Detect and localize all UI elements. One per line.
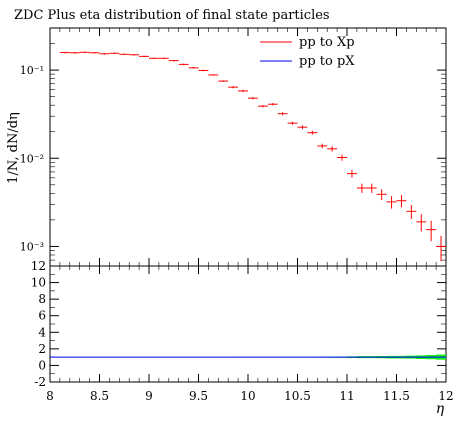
- x-tick-label: 9.5: [189, 389, 208, 403]
- data-point: [79, 51, 90, 54]
- data-points: [59, 51, 446, 262]
- data-point: [347, 169, 357, 178]
- data-point: [218, 80, 229, 82]
- x-axis: 8 8.5 9 9.5 10 10.5 11 11.5 12: [46, 28, 454, 403]
- data-point: [119, 53, 130, 56]
- x-tick-label: 10.5: [284, 389, 311, 403]
- data-point: [356, 183, 367, 193]
- data-point: [406, 205, 417, 219]
- y-tick-label: 10⁻²: [20, 152, 44, 165]
- ratio-tick-label: 6: [38, 309, 46, 323]
- data-point: [89, 52, 100, 54]
- x-tick-label: 9: [145, 389, 153, 403]
- x-axis-label: η: [436, 401, 445, 417]
- data-point: [386, 196, 397, 209]
- data-point: [158, 57, 169, 60]
- y-axis-label: 1/N, dN/dη: [6, 112, 21, 184]
- data-point: [129, 54, 140, 56]
- data-point: [307, 130, 318, 135]
- data-point: [238, 89, 248, 93]
- data-point: [168, 59, 179, 62]
- data-point: [139, 55, 149, 58]
- x-tick-label: 11: [339, 389, 354, 403]
- data-point: [297, 125, 308, 130]
- data-point: [109, 52, 120, 55]
- x-tick-label: 8: [46, 389, 54, 403]
- main-y-axis: 10⁻¹ 10⁻² 10⁻³: [20, 43, 446, 267]
- data-point: [426, 220, 437, 242]
- ratio-tick-label: 10: [31, 276, 46, 290]
- data-point: [366, 183, 377, 193]
- data-point: [277, 112, 288, 116]
- ratio-tick-label: 4: [38, 325, 46, 339]
- data-point: [267, 103, 278, 106]
- data-point: [436, 235, 446, 262]
- main-plot-frame: [49, 27, 447, 267]
- ratio-tick-label: 2: [38, 342, 46, 356]
- ratio-band: [50, 354, 447, 360]
- ratio-y-axis: -2 0 2 4 6 8 10 12: [31, 259, 446, 389]
- data-point: [99, 53, 110, 55]
- y-tick-label: 10⁻³: [20, 240, 44, 253]
- data-point: [178, 63, 189, 66]
- ratio-tick-label: -2: [34, 375, 46, 389]
- data-point: [396, 195, 407, 208]
- legend-label-pp-to-xp: pp to Xp: [299, 35, 355, 50]
- x-tick-label: 12: [438, 389, 453, 403]
- data-point: [257, 105, 268, 108]
- x-tick-label: 10: [240, 389, 255, 403]
- data-point: [59, 51, 70, 54]
- x-tick-label: 8.5: [90, 389, 109, 403]
- y-tick-label: 10⁻¹: [20, 64, 44, 77]
- data-point: [376, 189, 387, 201]
- ratio-tick-label: 12: [31, 259, 46, 273]
- ratio-plot-frame: [49, 265, 447, 383]
- chart-title: ZDC Plus eta distribution of final state…: [14, 8, 330, 23]
- data-point: [248, 97, 258, 100]
- data-point: [69, 52, 80, 54]
- data-point: [149, 57, 159, 60]
- legend-label-pp-to-px: pp to pX: [299, 54, 355, 69]
- data-point: [208, 74, 219, 76]
- ratio-tick-label: 8: [38, 292, 46, 306]
- data-point: [317, 143, 328, 149]
- data-point: [416, 214, 427, 232]
- data-point: [228, 86, 239, 89]
- x-tick-label: 11.5: [383, 389, 410, 403]
- data-point: [188, 67, 199, 69]
- data-point: [327, 146, 338, 152]
- data-point: [198, 69, 209, 72]
- data-point: [337, 154, 347, 161]
- ratio-tick-label: 0: [38, 358, 46, 372]
- legend: pp to Xp pp to pX: [260, 35, 355, 69]
- data-point: [287, 121, 298, 125]
